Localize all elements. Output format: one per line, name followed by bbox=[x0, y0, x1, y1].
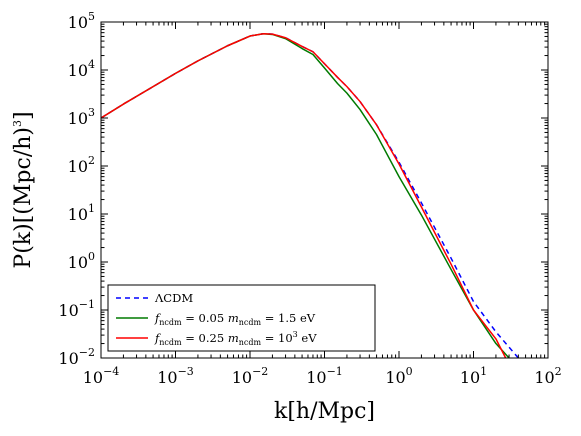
y-tick-label: 101 bbox=[68, 202, 95, 224]
legend: ΛCDM fncdm = 0.05 mncdm = 1.5 eV fncdm = 0… bbox=[107, 284, 376, 352]
y-tick-label: 102 bbox=[68, 154, 95, 176]
x-tick-label: 100 bbox=[385, 365, 412, 387]
y-tick-labels: 10−2 10−1 100 101 102 103 104 105 bbox=[58, 10, 95, 368]
legend-label-0: ΛCDM bbox=[154, 291, 193, 305]
y-tick-label: 10−2 bbox=[58, 346, 95, 368]
y-tick-label: 104 bbox=[68, 58, 95, 80]
legend-label-2: fncdm = 0.25 mncdm = 103 eV bbox=[154, 330, 317, 347]
y-tick-label: 103 bbox=[68, 106, 95, 128]
x-tick-labels: 10−4 10−3 10−2 10−1 100 101 102 bbox=[83, 365, 562, 387]
y-tick-label: 105 bbox=[68, 10, 95, 32]
x-tick-label: 10−4 bbox=[83, 365, 120, 387]
x-tick-label: 102 bbox=[534, 365, 561, 387]
series-curves bbox=[101, 32, 519, 358]
axis-ticks bbox=[100, 21, 549, 359]
x-tick-label: 10−3 bbox=[157, 365, 194, 387]
x-tick-label: 10−1 bbox=[306, 365, 343, 387]
y-axis-label: P(k)[(Mpc/h)3] bbox=[11, 111, 36, 268]
legend-label-1: fncdm = 0.05 mncdm = 1.5 eV bbox=[154, 311, 316, 327]
x-axis-label: k[h/Mpc] bbox=[274, 399, 375, 424]
y-tick-label: 100 bbox=[68, 250, 95, 272]
x-tick-label: 10−2 bbox=[232, 365, 269, 387]
x-tick-label: 101 bbox=[460, 365, 487, 387]
series-line-2 bbox=[101, 32, 507, 358]
legend-box bbox=[107, 284, 376, 352]
y-tick-label: 10−1 bbox=[58, 298, 95, 320]
